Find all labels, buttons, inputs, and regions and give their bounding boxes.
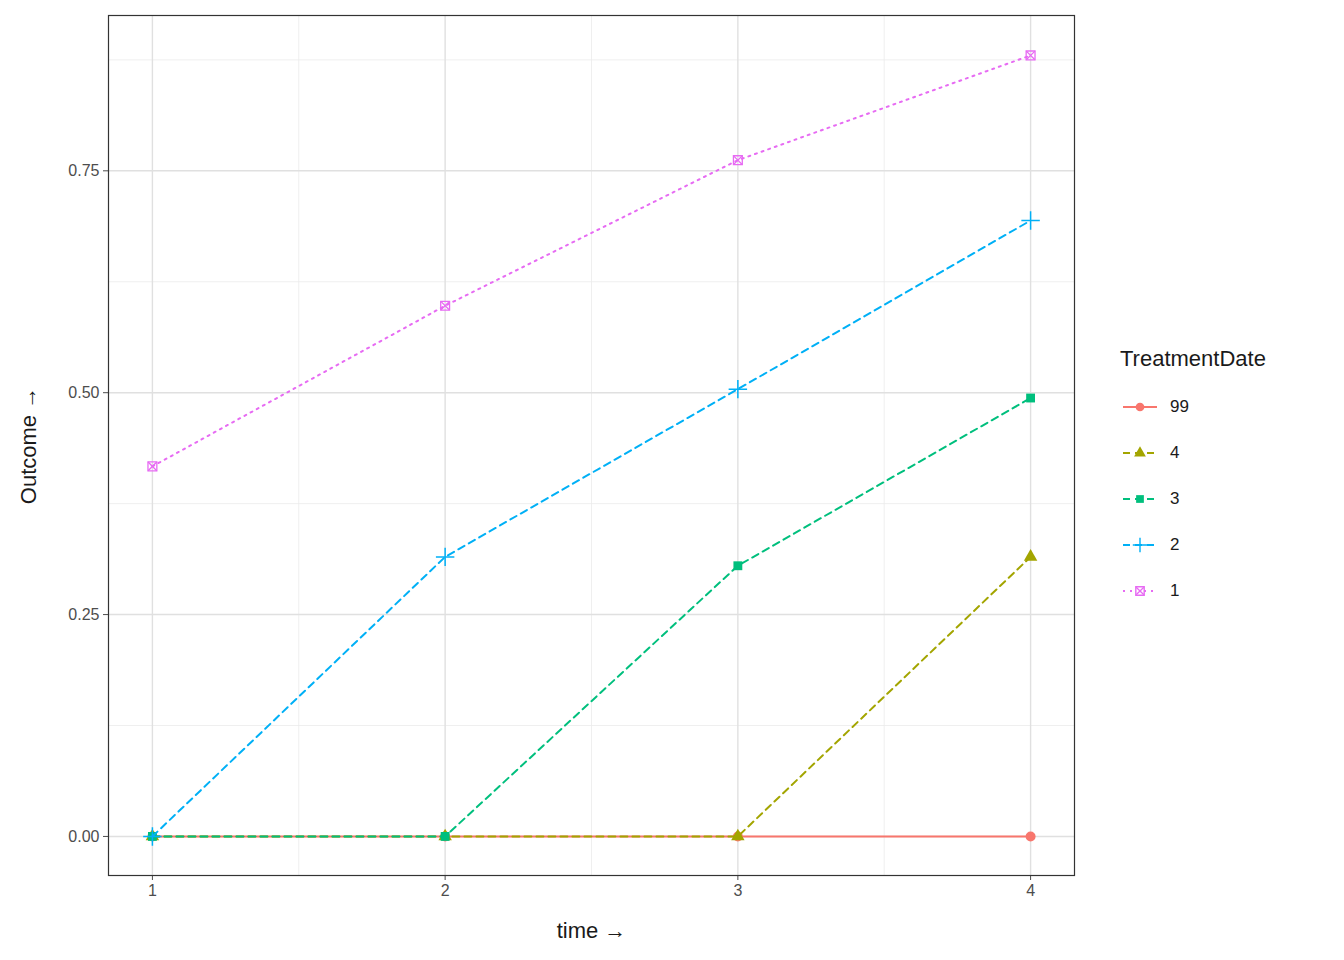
- svg-text:0.00: 0.00: [68, 828, 99, 845]
- svg-text:1: 1: [148, 882, 157, 899]
- html-text:TreatmentDate: TreatmentDate: [1120, 346, 1266, 371]
- svg-text:2: 2: [441, 882, 450, 899]
- html-text:99: 99: [1170, 397, 1189, 416]
- svg-text:0.50: 0.50: [68, 384, 99, 401]
- svg-text:Outcome →: Outcome →: [16, 387, 41, 504]
- svg-text:time →: time →: [557, 918, 627, 943]
- svg-text:0.25: 0.25: [68, 606, 99, 623]
- html-text:1: 1: [1170, 581, 1180, 600]
- html-text:3: 3: [1170, 489, 1180, 508]
- html-text:4: 4: [1170, 443, 1180, 462]
- svg-text:3: 3: [733, 882, 742, 899]
- html-text:2: 2: [1170, 535, 1180, 554]
- svg-text:4: 4: [1026, 882, 1035, 899]
- svg-text:0.75: 0.75: [68, 162, 99, 179]
